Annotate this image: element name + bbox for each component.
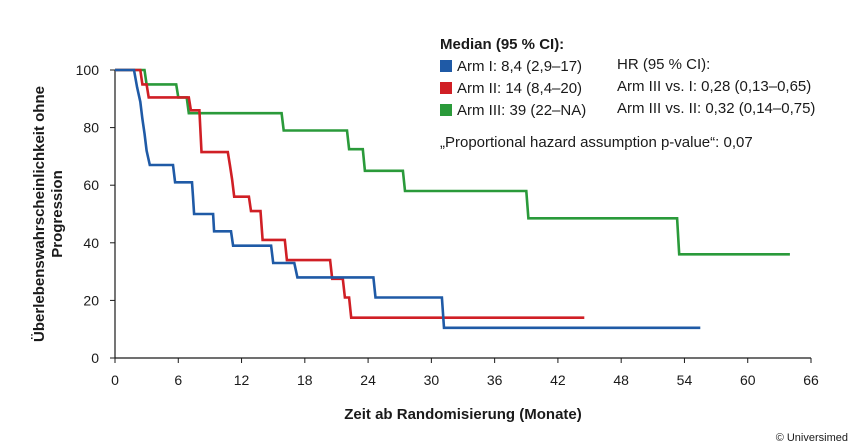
legend-swatch-arm-3 (440, 104, 452, 116)
legend-title: Median (95 % CI): (440, 36, 564, 53)
legend-label-arm-2: Arm II: 14 (8,4–20) (457, 80, 582, 97)
y-axis-title: Überlebenswahrscheinlichkeit ohne Progre… (31, 86, 66, 342)
y-axis-title-line1: Überlebenswahrscheinlichkeit ohne (31, 86, 48, 342)
hr-row-arm3-vs-arm1: Arm III vs. I: 0,28 (0,13–0,65) (617, 78, 811, 95)
y-tick-label: 20 (83, 292, 99, 308)
x-tick-label: 18 (297, 372, 313, 388)
x-tick-label: 60 (740, 372, 756, 388)
legend-swatch-arm-1 (440, 60, 452, 72)
x-ticks: 0 6 12 18 24 30 36 42 48 54 60 66 (111, 358, 819, 388)
y-ticks: 0 20 40 60 80 100 (76, 62, 115, 366)
y-tick-label: 60 (83, 177, 99, 193)
hr-row-arm3-vs-arm2: Arm III vs. II: 0,32 (0,14–0,75) (617, 100, 815, 117)
x-tick-label: 66 (803, 372, 819, 388)
x-tick-label: 42 (550, 372, 566, 388)
hr-title: HR (95 % CI): (617, 56, 710, 73)
legend-items: Arm I: 8,4 (2,9–17) Arm II: 14 (8,4–20) Ar… (440, 58, 586, 119)
x-tick-label: 54 (677, 372, 693, 388)
series-line-arm-1 (115, 68, 701, 330)
copyright-credit: © Universimed (776, 432, 848, 444)
axes (114, 70, 811, 359)
series-lines (115, 68, 790, 330)
x-tick-label: 36 (487, 372, 503, 388)
ph-assumption-note: „Proportional hazard assumption p-value“… (440, 134, 753, 151)
legend-label-arm-3: Arm III: 39 (22–NA) (457, 102, 586, 119)
x-tick-label: 48 (613, 372, 629, 388)
legend-label-arm-1: Arm I: 8,4 (2,9–17) (457, 58, 582, 75)
x-tick-label: 12 (234, 372, 250, 388)
legend: Median (95 % CI): Arm I: 8,4 (2,9–17)Arm… (440, 36, 815, 151)
x-tick-label: 30 (424, 372, 440, 388)
x-tick-label: 6 (174, 372, 182, 388)
y-tick-label: 40 (83, 235, 99, 251)
y-tick-label: 80 (83, 120, 99, 136)
y-tick-label: 100 (76, 62, 100, 78)
y-axis-title-line2: Progression (49, 170, 66, 258)
x-tick-label: 24 (360, 372, 376, 388)
series-line-arm-2 (115, 68, 585, 319)
x-axis-title: Zeit ab Randomisierung (Monate) (344, 406, 582, 423)
series-line-arm-3 (115, 68, 790, 256)
x-tick-label: 0 (111, 372, 119, 388)
y-tick-label: 0 (91, 350, 99, 366)
legend-swatch-arm-2 (440, 82, 452, 94)
